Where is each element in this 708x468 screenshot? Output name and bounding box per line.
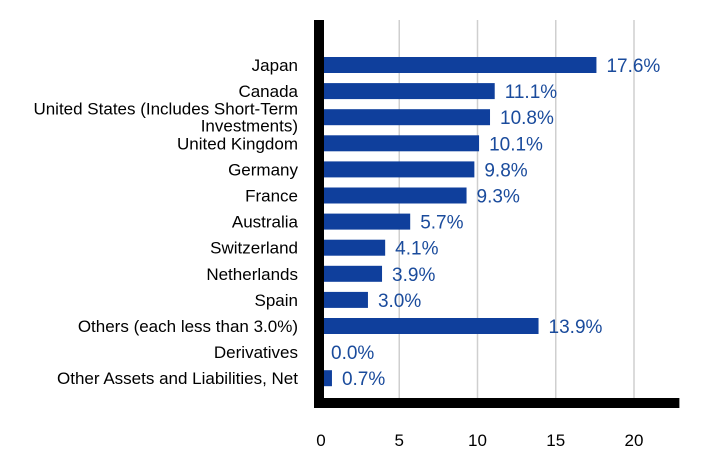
data-label: 10.8%: [500, 108, 554, 129]
x-tick-label: 15: [546, 431, 565, 450]
bars: [321, 57, 597, 387]
category-label: Netherlands: [206, 265, 298, 284]
bar: [321, 109, 491, 126]
x-tick-label: 10: [468, 431, 487, 450]
data-label: 9.3%: [477, 187, 520, 208]
data-label: 11.1%: [505, 82, 558, 103]
data-label: 13.9%: [549, 317, 603, 338]
x-tick-labels: 0 5 10 15 20: [316, 431, 643, 450]
category-label: Australia: [232, 213, 299, 232]
bar: [321, 291, 368, 308]
y-axis-line: [314, 20, 324, 408]
category-label: France: [245, 187, 298, 206]
category-label: Japan: [252, 56, 298, 75]
bar: [321, 135, 480, 152]
bar: [321, 83, 495, 100]
x-tick-label: 0: [316, 431, 325, 450]
category-label: Spain: [255, 291, 298, 310]
data-label: 5.7%: [420, 213, 463, 234]
bar: [321, 57, 597, 73]
value-labels: 17.6% 11.1% 10.8% 10.1% 9.8% 9.3% 5.7% 4.1% 3.9%…: [331, 56, 660, 390]
data-label: 3.9%: [392, 265, 435, 286]
bar: [321, 239, 386, 256]
x-tick-label: 20: [625, 431, 644, 450]
category-label: Derivatives: [214, 343, 298, 362]
bar: [321, 370, 332, 387]
bar: [321, 187, 467, 204]
category-label: Other Assets and Liabilities, Net: [57, 369, 298, 388]
category-label: United States (Includes Short-Term: [33, 100, 298, 119]
bar: [321, 318, 539, 334]
data-label: 3.0%: [378, 291, 421, 312]
bar: [321, 213, 411, 230]
data-label: 9.8%: [484, 160, 527, 181]
category-label: Others (each less than 3.0%): [78, 317, 298, 336]
bar: [321, 161, 475, 178]
category-label: United Kingdom: [177, 134, 298, 153]
data-label: 4.1%: [395, 239, 438, 260]
x-axis-line: [314, 398, 680, 408]
category-label: Switzerland: [210, 239, 298, 258]
category-label: Investments): [201, 117, 298, 136]
data-label: 0.0%: [331, 343, 374, 364]
data-label: 0.7%: [342, 369, 385, 390]
bar: [321, 265, 383, 282]
data-label: 10.1%: [489, 134, 543, 155]
category-label: Germany: [228, 160, 298, 179]
category-label: Canada: [238, 82, 298, 101]
x-tick-label: 5: [395, 431, 404, 450]
data-label: 17.6%: [606, 56, 660, 77]
